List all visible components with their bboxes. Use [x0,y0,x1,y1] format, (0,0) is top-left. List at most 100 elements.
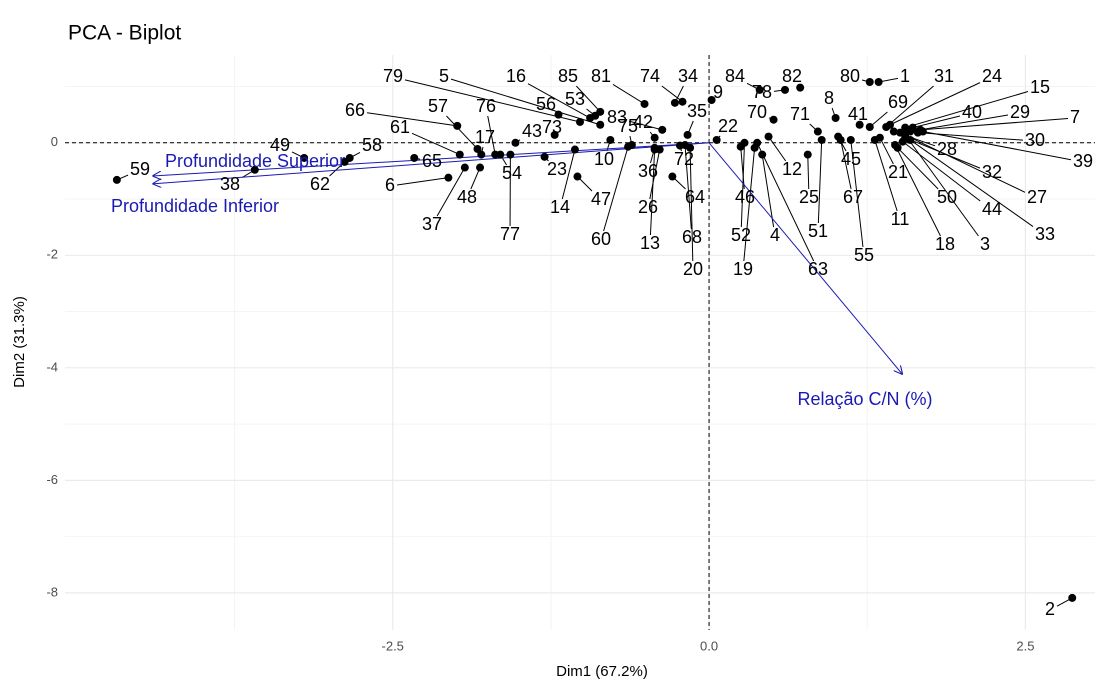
label-segment [649,149,661,200]
point-label: 50 [937,187,957,207]
point-label: 67 [843,187,863,207]
point-label: 14 [550,197,570,217]
label-segment [885,85,934,128]
point [683,130,692,139]
point [650,133,659,142]
point-label: 28 [937,139,957,159]
point [755,85,764,94]
point-label: 9 [713,82,723,102]
label-segment [527,83,591,119]
point [831,114,840,123]
point-label: 47 [591,189,611,209]
point-label: 25 [799,187,819,207]
label-segment [436,167,466,217]
point-label: 15 [1030,77,1050,97]
point [570,145,579,154]
label-segment [879,137,894,165]
point-label: 41 [848,104,868,124]
point-label: 58 [362,135,382,155]
label-segment [661,85,683,103]
point [712,135,721,144]
point [596,107,605,116]
point [668,172,677,181]
label-segment [909,139,1034,227]
point [670,98,679,107]
label-segment [807,154,810,190]
point-label: 6 [385,175,395,195]
point [707,96,716,105]
point [477,150,486,159]
y-tick-label: -4 [46,359,58,374]
point-label: 69 [888,92,908,112]
variable-arrow [152,142,710,176]
label-segment [740,142,745,228]
point [455,150,464,159]
point [112,175,121,184]
x-tick-label: 0.0 [700,638,718,653]
point [340,157,349,166]
point [491,150,500,159]
point-label: 72 [674,149,694,169]
point [460,163,469,172]
point [678,97,687,106]
point-label: 7 [1070,107,1080,127]
point-label: 44 [982,199,1002,219]
point-label: 64 [685,187,705,207]
point-label: 71 [790,104,810,124]
label-segment [612,84,645,105]
point [627,141,636,150]
point [606,135,615,144]
point [846,135,855,144]
label-segment [743,147,756,262]
point-label: 3 [980,234,990,254]
point [511,138,520,147]
point-label: 5 [439,66,449,86]
point-label: 83 [607,107,627,127]
point-label: 76 [476,96,496,116]
x-tick-label: -2.5 [382,638,404,653]
variable-label: Profundidade Superior [165,151,345,171]
point-label: 56 [536,94,556,114]
variable-label: Profundidade Inferior [111,196,279,216]
point [893,143,902,152]
variable-label: Relação C/N (%) [797,389,932,409]
point-label: 68 [682,227,702,247]
point-label: 24 [982,66,1002,86]
variable-arrow [708,142,903,375]
label-segment [912,115,961,129]
point-label: 4 [770,225,780,245]
label-segment [904,134,979,237]
point-label: 23 [547,159,567,179]
y-tick-label: -2 [46,247,58,262]
point-label: 52 [731,225,751,245]
point [596,120,605,129]
point [476,163,485,172]
point [882,123,891,132]
label-segment [487,115,496,155]
point-label: 35 [687,101,707,121]
point-label: 21 [888,162,908,182]
point [640,99,649,108]
label-segment [874,139,898,212]
label-segment [905,91,1029,129]
point-label: 38 [220,174,240,194]
point-label: 22 [718,116,738,136]
point-label: 48 [457,187,477,207]
point-label: 62 [310,174,330,194]
y-axis-title: Dim2 (31.3%) [11,296,28,388]
point-label: 63 [808,259,828,279]
point [650,143,659,152]
point-label: 61 [390,117,410,137]
label-segment [689,147,694,262]
point-label: 85 [558,66,578,86]
point [740,138,749,147]
point [769,115,778,124]
point-label: 31 [934,66,954,86]
point-label: 78 [752,82,772,102]
point [576,117,584,126]
label-segment [897,147,939,190]
point-label: 55 [854,245,874,265]
point-label: 77 [500,224,520,244]
point-label: 60 [591,229,611,249]
